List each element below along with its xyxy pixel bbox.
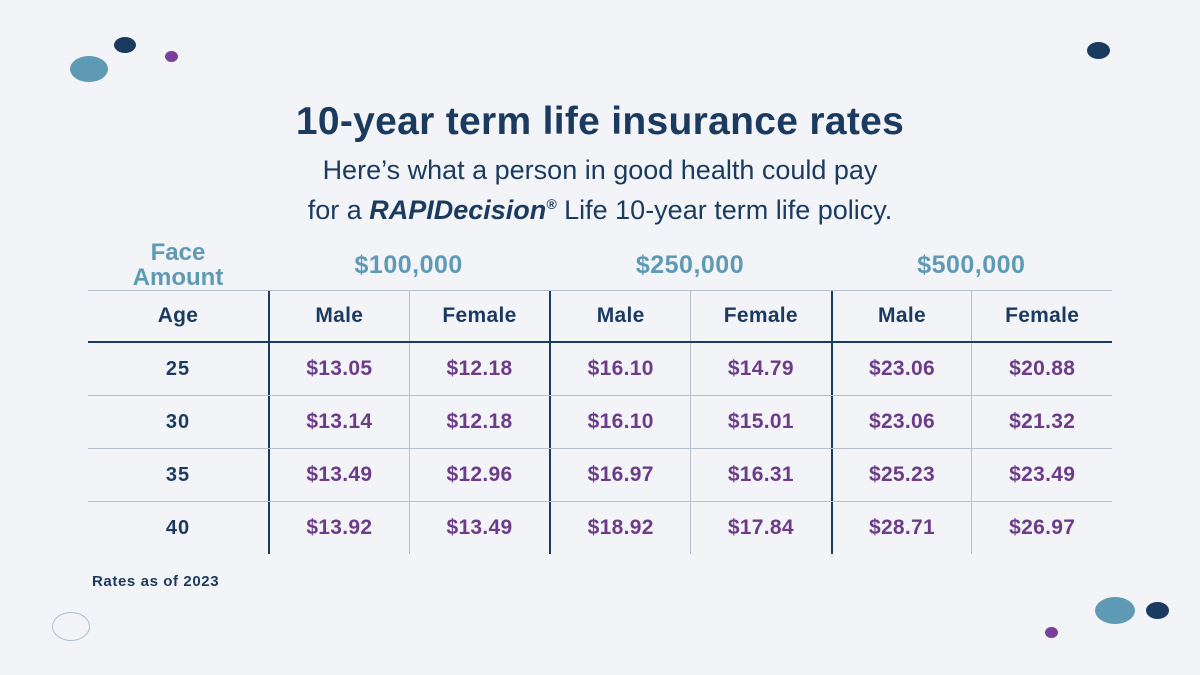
rate-value: $13.92 — [268, 502, 409, 554]
rate-value: $14.79 — [690, 343, 831, 395]
age-value: 30 — [165, 410, 191, 433]
col-header-female-250k: Female — [690, 291, 831, 341]
rate-value: $21.32 — [971, 396, 1112, 448]
table-row-age-30: 30 $13.14 $12.18 $16.10 $15.01 $23.06 $2… — [88, 396, 1112, 449]
age-value: 40 — [165, 516, 191, 539]
age-value: 35 — [165, 463, 191, 486]
subtitle: Here’s what a person in good health coul… — [0, 153, 1200, 227]
rate-value: $13.05 — [268, 343, 409, 395]
rate-value: $26.97 — [971, 502, 1112, 554]
rate-value: $18.92 — [549, 502, 690, 554]
col-header-male-250k: Male — [549, 291, 690, 341]
face-amount-250k: $250,000 — [635, 250, 745, 279]
col-header-female-500k: Female — [971, 291, 1112, 341]
subtitle-line2-prefix: for a — [307, 195, 370, 225]
header-block: 10-year term life insurance rates Here’s… — [0, 100, 1200, 227]
column-header-row: Age Male Female Male Female Male Female — [88, 290, 1112, 343]
rate-value: $16.10 — [549, 396, 690, 448]
rate-value: $16.97 — [549, 449, 690, 501]
decor-dot-purple-bottom-right — [1045, 627, 1058, 638]
face-amount-row: Face Amount $100,000 $250,000 $500,000 — [88, 240, 1112, 290]
rate-value: $12.18 — [408, 343, 550, 395]
table-row-age-40: 40 $13.92 $13.49 $18.92 $17.84 $28.71 $2… — [88, 502, 1112, 554]
table-row-age-35: 35 $13.49 $12.96 $16.97 $16.31 $25.23 $2… — [88, 449, 1112, 502]
face-amount-100k: $100,000 — [354, 250, 463, 279]
rate-value: $16.31 — [690, 449, 831, 501]
decor-circle-outline-bottom-left — [52, 612, 90, 641]
decor-dot-navy-bottom-right — [1146, 602, 1169, 619]
rate-value: $17.84 — [690, 502, 831, 554]
rate-value: $13.49 — [408, 502, 550, 554]
rate-value: $23.06 — [830, 343, 972, 395]
decor-dot-purple-top-left — [165, 51, 178, 62]
decor-dot-navy-top-right — [1087, 42, 1110, 59]
brand-name: RAPIDecision® — [369, 195, 557, 225]
rate-value: $12.96 — [408, 449, 550, 501]
rate-value: $28.71 — [830, 502, 972, 554]
rate-value: $13.49 — [268, 449, 409, 501]
col-header-female-100k: Female — [408, 291, 550, 341]
subtitle-line1: Here’s what a person in good health coul… — [322, 155, 878, 185]
subtitle-line2-suffix: Life 10-year term life policy. — [556, 195, 893, 225]
rate-value: $15.01 — [690, 396, 831, 448]
rate-value: $16.10 — [549, 343, 690, 395]
rate-value: $20.88 — [971, 343, 1112, 395]
rate-value: $12.18 — [408, 396, 550, 448]
decor-dot-navy-top-left — [114, 37, 136, 53]
table-row-age-25: 25 $13.05 $12.18 $16.10 $14.79 $23.06 $2… — [88, 343, 1112, 396]
decor-dot-steel-bottom-right — [1095, 597, 1135, 624]
rate-value: $25.23 — [830, 449, 972, 501]
rate-value: $13.14 — [268, 396, 409, 448]
decor-dot-steel-top-left — [70, 56, 108, 82]
rates-footnote: Rates as of 2023 — [92, 573, 220, 590]
rates-table: Face Amount $100,000 $250,000 $500,000 Ag… — [88, 240, 1112, 554]
rate-value: $23.49 — [971, 449, 1112, 501]
page-title: 10-year term life insurance rates — [295, 100, 905, 143]
age-value: 25 — [165, 357, 191, 380]
col-header-age: Age — [157, 304, 199, 327]
registered-mark: ® — [546, 196, 557, 212]
rate-value: $23.06 — [830, 396, 972, 448]
face-amount-label: Face Amount — [132, 239, 224, 291]
face-amount-500k: $500,000 — [917, 250, 1026, 279]
col-header-male-100k: Male — [268, 291, 409, 341]
col-header-male-500k: Male — [830, 291, 972, 341]
